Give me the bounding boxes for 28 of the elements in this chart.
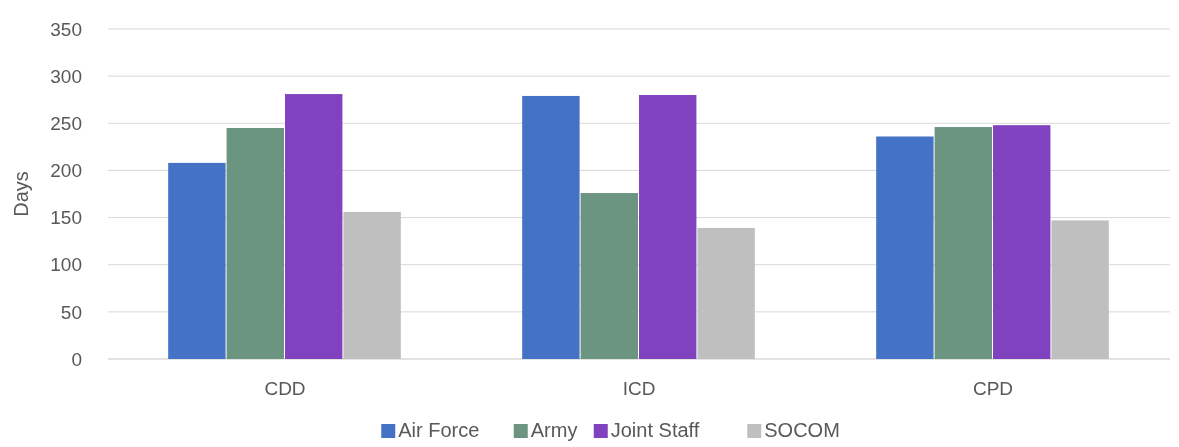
bar (934, 127, 992, 359)
bar (639, 95, 697, 359)
bar (876, 136, 934, 359)
bar (343, 211, 401, 359)
legend-label: Army (530, 419, 578, 441)
y-tick-label: 250 (50, 112, 82, 134)
y-axis-title: Days (10, 171, 32, 217)
y-tick-label: 200 (50, 160, 82, 182)
legend-label: Air Force (398, 419, 480, 441)
legend-label: Joint Staff (610, 419, 700, 441)
bar (522, 95, 580, 359)
legend-label: SOCOM (764, 419, 840, 441)
y-tick-label: 50 (60, 301, 82, 323)
bar (697, 227, 755, 359)
x-tick-label: CDD (264, 378, 306, 399)
y-tick-label: 100 (50, 254, 82, 276)
x-tick-label: CPD (972, 378, 1014, 399)
y-tick-label: 300 (50, 65, 82, 87)
bar (168, 162, 226, 359)
x-tick-label: ICD (622, 378, 656, 399)
y-tick-label: 150 (50, 207, 82, 229)
bar (285, 94, 343, 359)
y-tick-label: 0 (71, 348, 82, 370)
y-tick-label: 350 (50, 18, 82, 40)
bar (226, 128, 284, 359)
bar (1051, 220, 1109, 359)
bar (580, 193, 638, 359)
bar (993, 125, 1051, 359)
